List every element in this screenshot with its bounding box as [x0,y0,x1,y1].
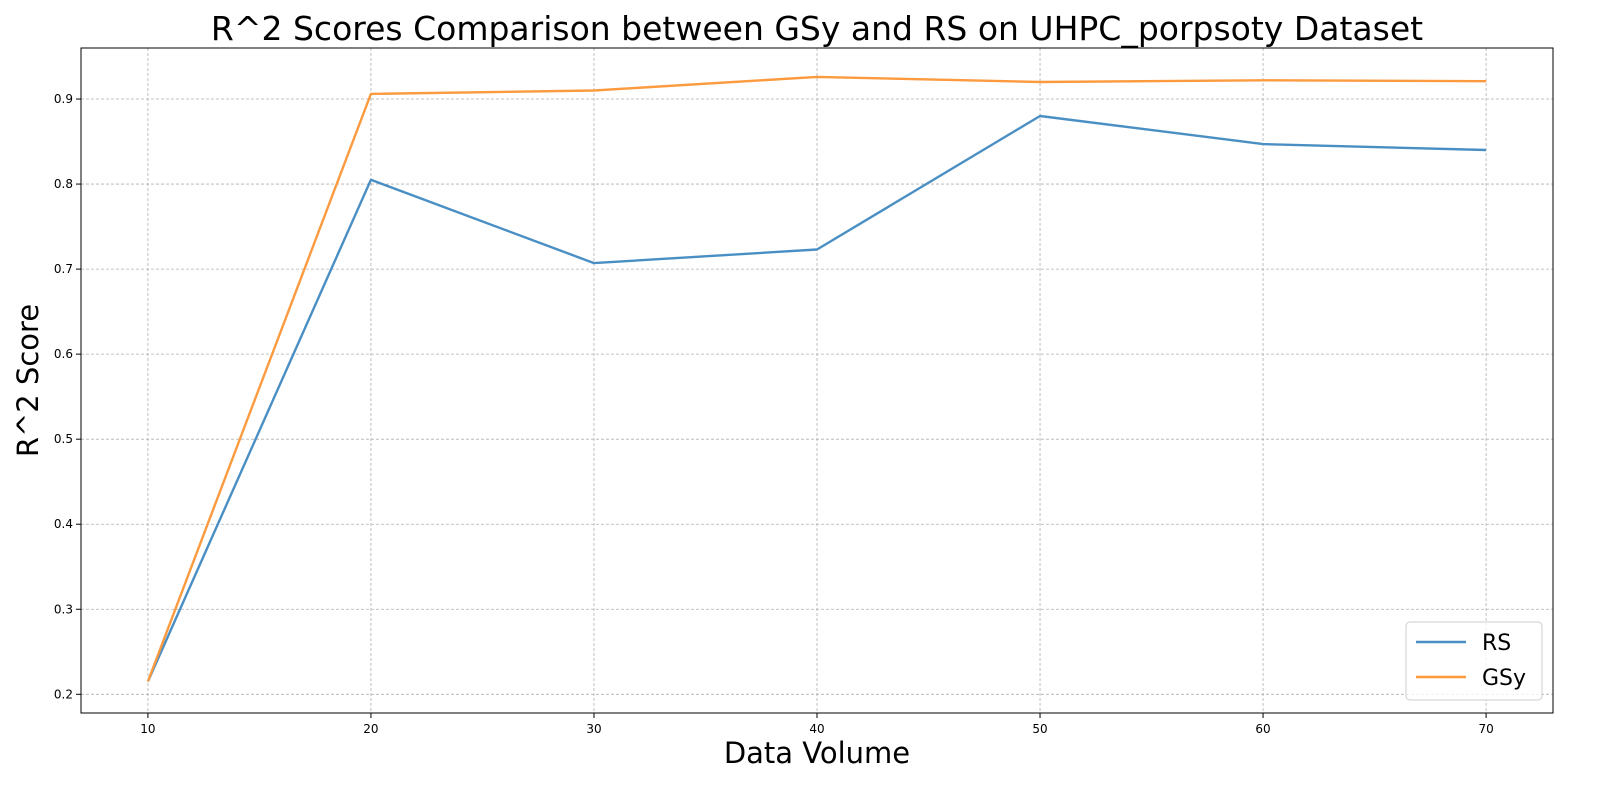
legend: RS GSy [1405,621,1543,701]
x-tick-label: 60 [1255,722,1270,736]
series-lines [146,75,1487,682]
series-line-rs [146,114,1487,682]
x-tick-label: 30 [586,722,601,736]
x-tick-label: 20 [363,722,378,736]
y-tick-label: 0.2 [54,687,73,701]
x-tick-label: 10 [140,722,155,736]
x-tick-label: 50 [1032,722,1047,736]
x-axis-label: Data Volume [724,736,910,770]
y-tick-label: 0.9 [54,92,73,106]
y-tick-label: 0.8 [54,177,73,191]
x-tick-label: 40 [809,722,824,736]
chart-title: R^2 Scores Comparison between GSy and RS… [211,9,1423,48]
y-tick-label: 0.6 [54,347,73,361]
grid [81,48,1553,713]
y-tick-label: 0.4 [54,517,73,531]
y-tick-label: 0.5 [54,432,73,446]
y-axis-label: R^2 Score [11,304,45,457]
legend-label-rs: RS [1482,631,1511,656]
x-tick-label: 70 [1478,722,1493,736]
legend-label-gsy: GSy [1482,666,1526,691]
y-tick-label: 0.7 [54,262,73,276]
series-line-gsy [146,75,1487,682]
axis-ticks: 10 20 30 40 50 60 70 0.2 0.3 0.4 0.5 0.6 0.7 0.8 0.9 [54,92,1494,736]
y-tick-label: 0.3 [54,602,73,616]
